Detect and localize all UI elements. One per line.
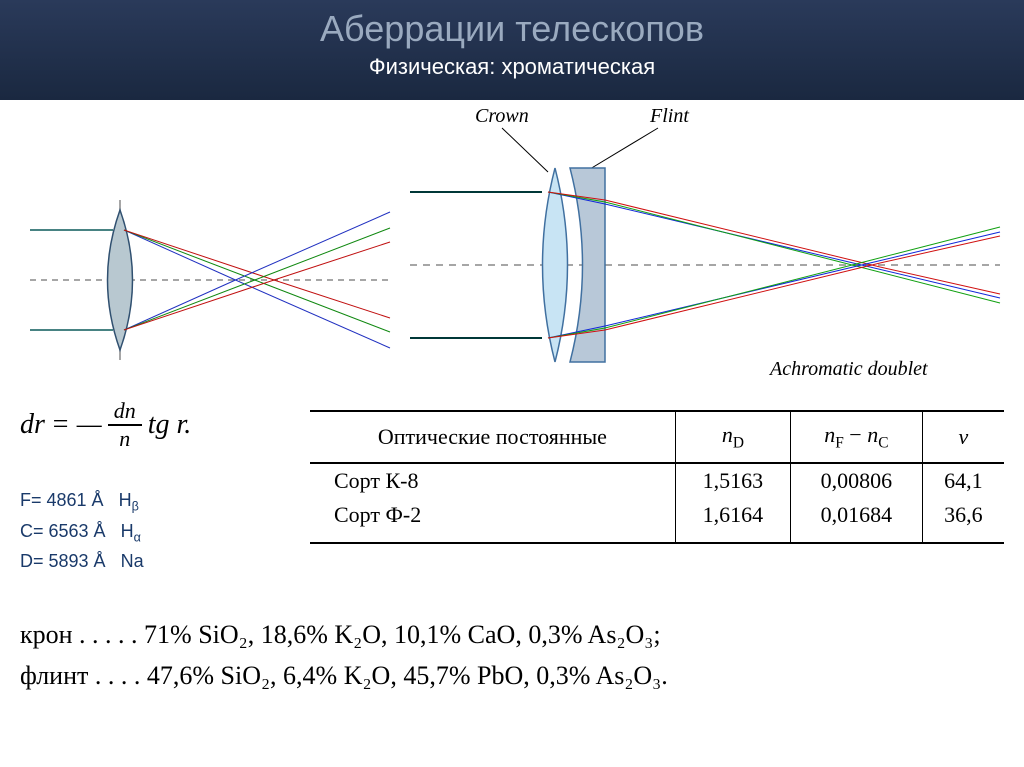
composition-row: крон . . . . . 71% SiO₂, 18,6% K₂O, 10,1…: [20, 614, 1004, 656]
col-header: nF − nC: [791, 411, 923, 463]
wavelengths-list: F= 4861 Å Hβ C= 6563 Å Hα D= 5893 Å Na: [20, 486, 300, 578]
formula-numerator: dn: [108, 400, 142, 426]
composition-row: флинт . . . . 47,6% SiO₂, 6,4% K₂O, 45,7…: [20, 655, 1004, 697]
slide-content: Crown Flint: [0, 100, 1024, 767]
slide-subtitle: Физическая: хроматическая: [0, 54, 1024, 80]
col-header: ν: [922, 411, 1004, 463]
optical-constants-table: Оптические постоянные nD nF − nC ν Сорт …: [310, 410, 1004, 544]
formula-section: dr = — dn n tg r. F= 4861 Å Hβ C= 6563 Å…: [20, 400, 300, 578]
table-row: Сорт Ф-2 1,6164 0,01684 36,6: [310, 498, 1004, 543]
col-header: Оптические постоянные: [310, 411, 675, 463]
glass-compositions: крон . . . . . 71% SiO₂, 18,6% K₂O, 10,1…: [20, 614, 1004, 697]
achromatic-doublet-diagram: Crown Flint: [400, 100, 1024, 380]
dispersion-formula: dr = — dn n tg r.: [20, 400, 300, 450]
formula-left: dr: [20, 409, 45, 441]
slide-header: Аберрации телескопов Физическая: хромати…: [0, 0, 1024, 100]
wavelength-row: F= 4861 Å Hβ: [20, 486, 300, 517]
formula-tail: tg r.: [148, 409, 192, 441]
slide-title: Аберрации телескопов: [0, 8, 1024, 50]
table-row: Сорт К-8 1,5163 0,00806 64,1: [310, 463, 1004, 498]
wavelength-row: D= 5893 Å Na: [20, 547, 300, 578]
single-lens-diagram: [0, 100, 400, 380]
formula-fraction: dn n: [108, 400, 142, 450]
col-header: nD: [675, 411, 790, 463]
crown-label: Crown: [475, 105, 529, 127]
achromatic-caption: Achromatic doublet: [768, 358, 928, 380]
formula-denominator: n: [119, 426, 130, 450]
flint-label: Flint: [649, 105, 689, 127]
diagram-row: Crown Flint: [0, 100, 1024, 380]
formula-eq: = —: [51, 409, 102, 441]
wavelength-row: C= 6563 Å Hα: [20, 517, 300, 548]
